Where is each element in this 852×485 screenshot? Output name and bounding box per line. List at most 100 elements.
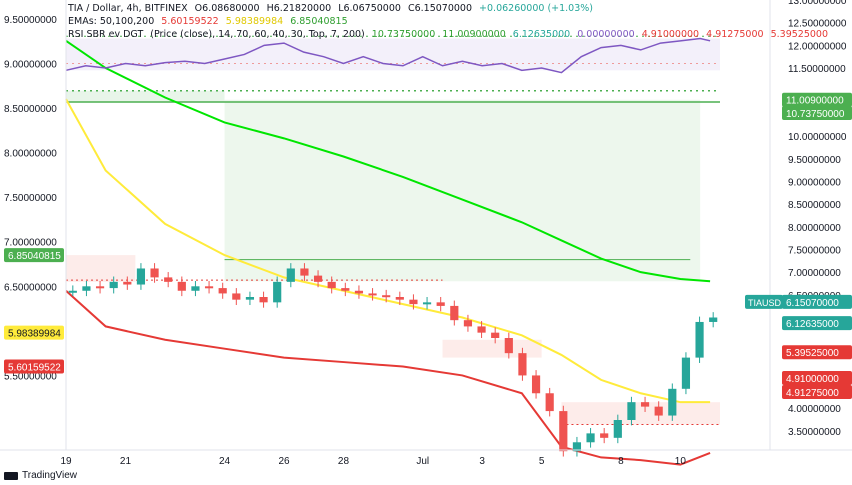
candle-body-39 [600, 433, 609, 438]
legend-ema-200: 6.85040815 [290, 16, 348, 27]
right-badge [782, 294, 852, 309]
x-tick-label: 21 [120, 456, 132, 467]
ema-line-1 [65, 98, 711, 404]
legend-rsi-v0: 10.73750000 [371, 29, 436, 40]
right-badge-label: 11.00900000 [786, 96, 844, 107]
legend-change: +0.06260000 (+1.03%) [479, 3, 593, 14]
legend-low: L6.06750000 [338, 3, 401, 14]
x-tick-label: 26 [278, 456, 290, 467]
candle-body-34 [531, 375, 541, 394]
left-tick-label: 6.50000000 [4, 282, 57, 293]
legend-open: O6.08680000 [194, 3, 260, 14]
candle-body-20 [341, 288, 350, 291]
right-tick-label: 8.50000000 [788, 200, 841, 211]
candle-body-29 [463, 320, 473, 327]
left-tick-label: 9.50000000 [4, 15, 57, 26]
right-tick-label: 7.00000000 [788, 268, 841, 279]
legend-rsi-label: RSI SBR ev DGT [68, 29, 144, 40]
right-tick-label: 9.50000000 [788, 155, 841, 166]
candle-body-41 [627, 402, 636, 420]
candle-body-30 [477, 326, 486, 333]
right-badge [782, 106, 852, 121]
candle-body-38 [586, 433, 595, 443]
left-badge [4, 359, 64, 374]
right-badge [782, 316, 852, 331]
right-badge-label: 4.91275000 [786, 388, 839, 399]
candle-body-44 [668, 388, 677, 416]
legend-rsi: RSI SBR ev DGT (Price (close), 14, 70, 6… [68, 29, 832, 40]
candle-body-14 [259, 297, 268, 303]
left-tick-label: 7.50000000 [4, 193, 57, 204]
right-badge-label: 4.91000000 [786, 374, 839, 385]
right-badge-label: 5.39525000 [786, 348, 839, 359]
legend-title: TIA / Dollar, 4h, BITFINEX [68, 3, 188, 14]
right-badge [782, 92, 852, 107]
green-zone [224, 99, 701, 282]
x-tick-label: 19 [60, 456, 72, 467]
candle-body-35 [545, 393, 554, 412]
candle-body-2 [95, 286, 105, 289]
candle-body-24 [395, 297, 404, 300]
legend-emas-label: EMAs: 50,100,200 [68, 16, 155, 27]
candle-body-1 [82, 286, 91, 291]
candle-body-37 [572, 442, 582, 452]
candle-body-40 [613, 420, 622, 438]
candle-body-45 [681, 357, 691, 389]
legend-high: H6.21820000 [266, 3, 332, 14]
candle-body-5 [136, 268, 146, 285]
candle-body-18 [313, 275, 323, 282]
candle-body-46 [695, 321, 704, 358]
left-badge [4, 325, 64, 340]
candle-body-32 [504, 338, 513, 354]
candle-body-13 [245, 297, 255, 300]
right-badge-label: 6.15070000 [786, 298, 839, 309]
left-badge [4, 248, 64, 263]
right-tick-label: 10.00000000 [788, 132, 847, 143]
legend-ema-100: 5.98389984 [225, 16, 284, 27]
candle-body-3 [109, 281, 118, 289]
tradingview-logo: TradingView [4, 470, 77, 481]
candle-body-4 [123, 281, 132, 285]
candle-body-10 [204, 286, 214, 289]
candle-body-25 [409, 299, 418, 305]
legend-rsi-params: (Price (close), 14, 70, 60, 40, 30, Top,… [150, 29, 365, 40]
x-tick-label: 24 [219, 456, 231, 467]
left-tick-label: 9.00000000 [4, 59, 57, 70]
candle-body-16 [286, 268, 295, 282]
right-tick-label: 13.00000000 [788, 0, 847, 7]
legend-ema-50: 5.60159522 [161, 16, 219, 27]
left-tick-label: 8.00000000 [4, 149, 57, 160]
right-badge [782, 384, 852, 399]
candle-body-8 [177, 281, 186, 291]
candle-body-42 [640, 402, 650, 407]
candle-body-11 [218, 288, 227, 294]
candle-body-27 [436, 302, 445, 306]
symbol-tag [745, 294, 783, 309]
candle-body-21 [354, 290, 364, 294]
right-tick-label: 12.50000000 [788, 19, 847, 30]
tv-logo-icon [4, 471, 18, 480]
left-badge-label: 5.60159522 [8, 363, 61, 374]
candle-body-0 [68, 290, 77, 293]
right-tick-label: 7.50000000 [788, 245, 841, 256]
right-badge-label: 6.12635000 [786, 319, 839, 330]
candle-body-47 [709, 317, 718, 322]
right-tick-label: 9.00000000 [788, 177, 841, 188]
candle-body-9 [191, 286, 200, 291]
legend-rsi-v1: 11.00900000 [442, 29, 506, 40]
symbol-tag-label: TIAUSD [748, 298, 782, 308]
right-tick-label: 3.50000000 [788, 427, 841, 438]
legend-rsi-v3: 0.00000000 [577, 29, 635, 40]
right-badge-label: 10.73750000 [786, 109, 845, 120]
red-zone-right [561, 402, 720, 425]
left-badge-label: 5.98389984 [8, 329, 61, 340]
candle-body-7 [164, 277, 173, 282]
x-tick-label: 10 [675, 456, 687, 467]
candle-body-23 [382, 295, 391, 298]
right-badge [782, 345, 852, 360]
red-zone-mid [442, 339, 542, 358]
rsi-band [66, 38, 720, 71]
candle-body-36 [559, 411, 568, 452]
rsi-line [65, 37, 711, 74]
